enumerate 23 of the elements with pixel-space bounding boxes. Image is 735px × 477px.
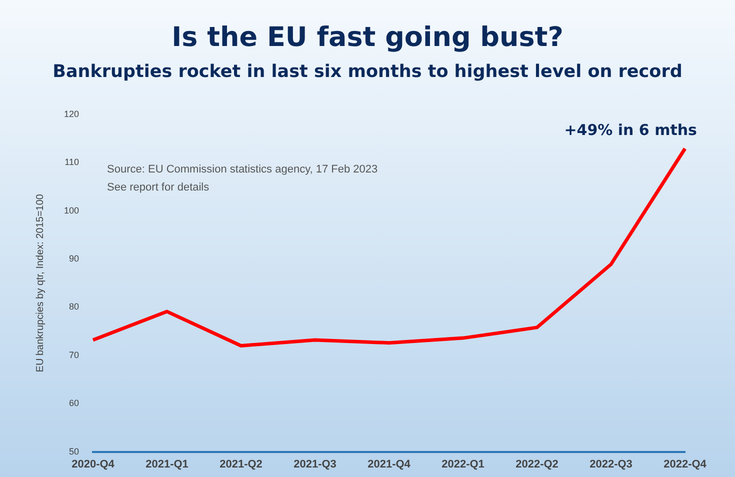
y-tick-label: 110 — [64, 157, 80, 168]
x-tick-label: 2022-Q2 — [516, 458, 558, 470]
x-tick-label: 2021-Q2 — [220, 458, 262, 470]
x-tick-label: 2021-Q4 — [368, 458, 412, 470]
y-tick-label: 50 — [69, 446, 80, 456]
x-tick-label: 2021-Q3 — [294, 458, 336, 470]
y-tick-label: 90 — [69, 253, 80, 264]
annotation: Source: EU Commission statistics agency, 17 Feb 2023 — [107, 163, 378, 176]
y-tick-label: 120 — [64, 108, 80, 119]
annotation: See report for details — [107, 181, 210, 194]
y-tick-label: 70 — [69, 350, 80, 360]
x-tick-label: 2021-Q1 — [146, 458, 188, 470]
annotation: +49% in 6 mths — [564, 121, 698, 140]
chart-subtitle: Bankrupties rocket in last six months to highest level on record — [52, 62, 684, 82]
y-axis-title: EU bankrupcies by qtr, Index: 2015=100 — [34, 194, 46, 372]
x-tick-label: 2022-Q3 — [590, 458, 632, 470]
x-tick-label: 2020-Q4 — [72, 458, 116, 470]
y-tick-label: 80 — [69, 302, 80, 312]
x-tick-label: 2022-Q1 — [442, 458, 484, 470]
chart-title: Is the EU fast going bust? — [170, 22, 564, 53]
y-tick-label: 60 — [69, 398, 80, 408]
x-tick-label: 2022-Q4 — [664, 458, 708, 470]
y-tick-label: 100 — [64, 205, 80, 216]
